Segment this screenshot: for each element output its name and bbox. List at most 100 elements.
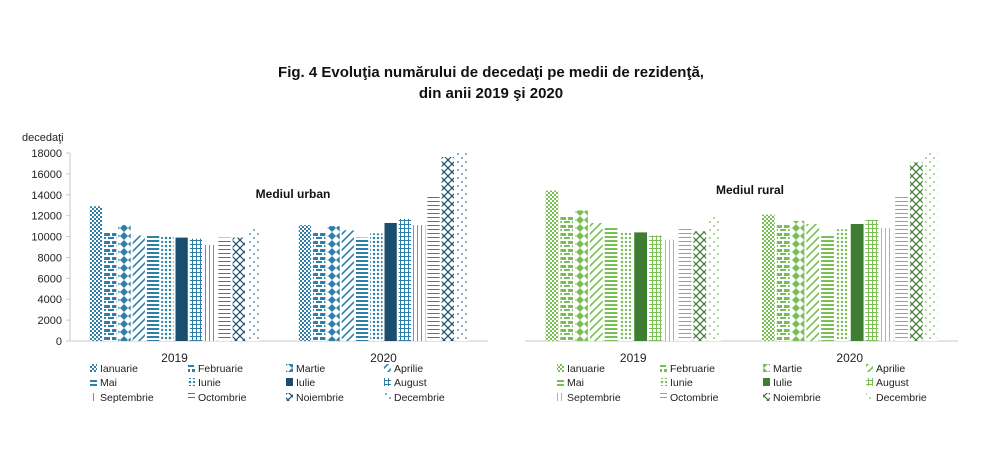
bar-februarie-2020 (313, 231, 326, 341)
legend-swatch (90, 364, 97, 372)
bar-decembrie-2020 (924, 153, 938, 341)
bar-octombrie-2020 (895, 196, 908, 341)
legend-swatch (866, 364, 873, 372)
legend-swatch (557, 393, 564, 401)
legend-label: Octombrie (198, 392, 247, 404)
x-category-label: 2020 (836, 351, 863, 365)
bar-iunie-2020 (835, 229, 849, 341)
x-category-label: 2019 (620, 351, 647, 365)
legend-label: Februarie (670, 363, 715, 375)
legend-swatch (763, 393, 770, 401)
x-category-label: 2019 (161, 351, 188, 365)
y-tick-label: 2000 (38, 315, 62, 327)
bar-iulie-2020 (384, 222, 397, 341)
legend-swatch (286, 364, 293, 372)
bar-mai-2020 (821, 234, 834, 341)
legend-label: Iulie (773, 377, 792, 389)
chart-title: Mediul urban (256, 187, 331, 201)
bar-ianuarie-2020 (298, 225, 312, 341)
bar-martie-2020 (327, 226, 340, 341)
legend-swatch (384, 378, 391, 386)
bar-octombrie-2019 (218, 237, 231, 341)
bar-decembrie-2020 (455, 153, 469, 341)
y-axis-title: decedaţi (22, 132, 64, 144)
figure-title: Fig. 4 Evoluţia numărului de decedaţi pe… (0, 62, 982, 104)
legend-swatch (763, 378, 770, 386)
bar-septembrie-2020 (880, 228, 894, 341)
legend-swatch (660, 378, 667, 386)
legend-swatch (90, 393, 97, 401)
bar-aprilie-2020 (341, 230, 354, 341)
legend-label: Mai (567, 377, 584, 389)
bar-februarie-2020 (776, 225, 790, 341)
legend-label: Martie (296, 363, 325, 375)
legend-label: Aprilie (394, 363, 423, 375)
legend-label: Martie (773, 363, 802, 375)
x-category-label: 2020 (370, 351, 397, 365)
bar-martie-2020 (791, 220, 805, 341)
bar-ianuarie-2020 (761, 214, 775, 341)
legend-swatch (660, 364, 667, 372)
legend-label: Ianuarie (100, 363, 138, 375)
bar-iunie-2019 (619, 231, 633, 341)
y-tick-label: 0 (56, 336, 62, 348)
legend-rural: Ianuarie Februarie Martie Aprilie Mai Iunie Iu… (557, 363, 927, 404)
legend-label: Septembrie (100, 392, 154, 404)
y-tick-label: 8000 (38, 252, 62, 264)
bar-septembrie-2020 (413, 225, 426, 341)
bar-decembrie-2019 (708, 216, 722, 341)
legend-label: Februarie (198, 363, 243, 375)
legend-swatch (286, 378, 293, 386)
legend-swatch (90, 378, 97, 386)
legend-label: Noiembrie (296, 392, 344, 404)
legend-label: Decembrie (394, 392, 445, 404)
bar-noiembrie-2020 (909, 162, 923, 341)
bar-ianuarie-2019 (545, 190, 559, 341)
y-tick-label: 14000 (31, 190, 62, 202)
bar-septembrie-2019 (663, 239, 677, 341)
bar-august-2020 (398, 218, 412, 341)
bar-septembrie-2019 (204, 244, 217, 341)
bar-februarie-2019 (104, 232, 117, 341)
legend-label: Octombrie (670, 392, 719, 404)
chart-title: Mediul rural (716, 183, 784, 197)
y-tick-label: 12000 (31, 211, 62, 223)
y-tick-label: 4000 (38, 294, 62, 306)
bar-ianuarie-2019 (89, 206, 103, 341)
legend-swatch (660, 393, 667, 401)
chart-urban: 0 2000 4000 6000 8000 10000 12000 14000 16000 180… (22, 132, 488, 404)
legend-swatch (286, 393, 293, 401)
legend-label: Septembrie (567, 392, 621, 404)
legend-swatch (384, 393, 391, 401)
bar-mai-2019 (146, 235, 160, 341)
chart-rural: 2019 2020 Mediul rural Ianuarie Februarie Mar… (525, 153, 958, 404)
y-tick-label: 6000 (38, 273, 62, 285)
legend-swatch (384, 364, 391, 372)
legend-swatch (557, 364, 564, 372)
legend-label: August (876, 377, 909, 389)
legend-label: Mai (100, 377, 117, 389)
bar-aprilie-2020 (806, 224, 820, 341)
bar-iulie-2019 (175, 237, 188, 341)
legend-swatch (188, 364, 195, 372)
legend-label: Iunie (670, 377, 693, 389)
bar-august-2020 (865, 219, 879, 341)
legend-label: August (394, 377, 427, 389)
bar-octombrie-2019 (678, 228, 692, 341)
bar-decembrie-2019 (246, 227, 260, 341)
bar-august-2019 (189, 238, 203, 341)
legend-swatch (188, 378, 195, 386)
legend-label: Decembrie (876, 392, 927, 404)
bar-iulie-2019 (634, 232, 648, 341)
bar-iunie-2020 (370, 233, 383, 341)
y-tick-label: 18000 (31, 148, 62, 160)
legend-label: Noiembrie (773, 392, 821, 404)
bar-iulie-2020 (850, 224, 864, 341)
y-tick-label: 16000 (31, 169, 62, 181)
bar-martie-2019 (118, 225, 131, 341)
legend-swatch (866, 378, 873, 386)
bar-martie-2019 (575, 210, 588, 341)
legend-label: Iunie (198, 377, 221, 389)
legend-swatch (188, 393, 195, 401)
